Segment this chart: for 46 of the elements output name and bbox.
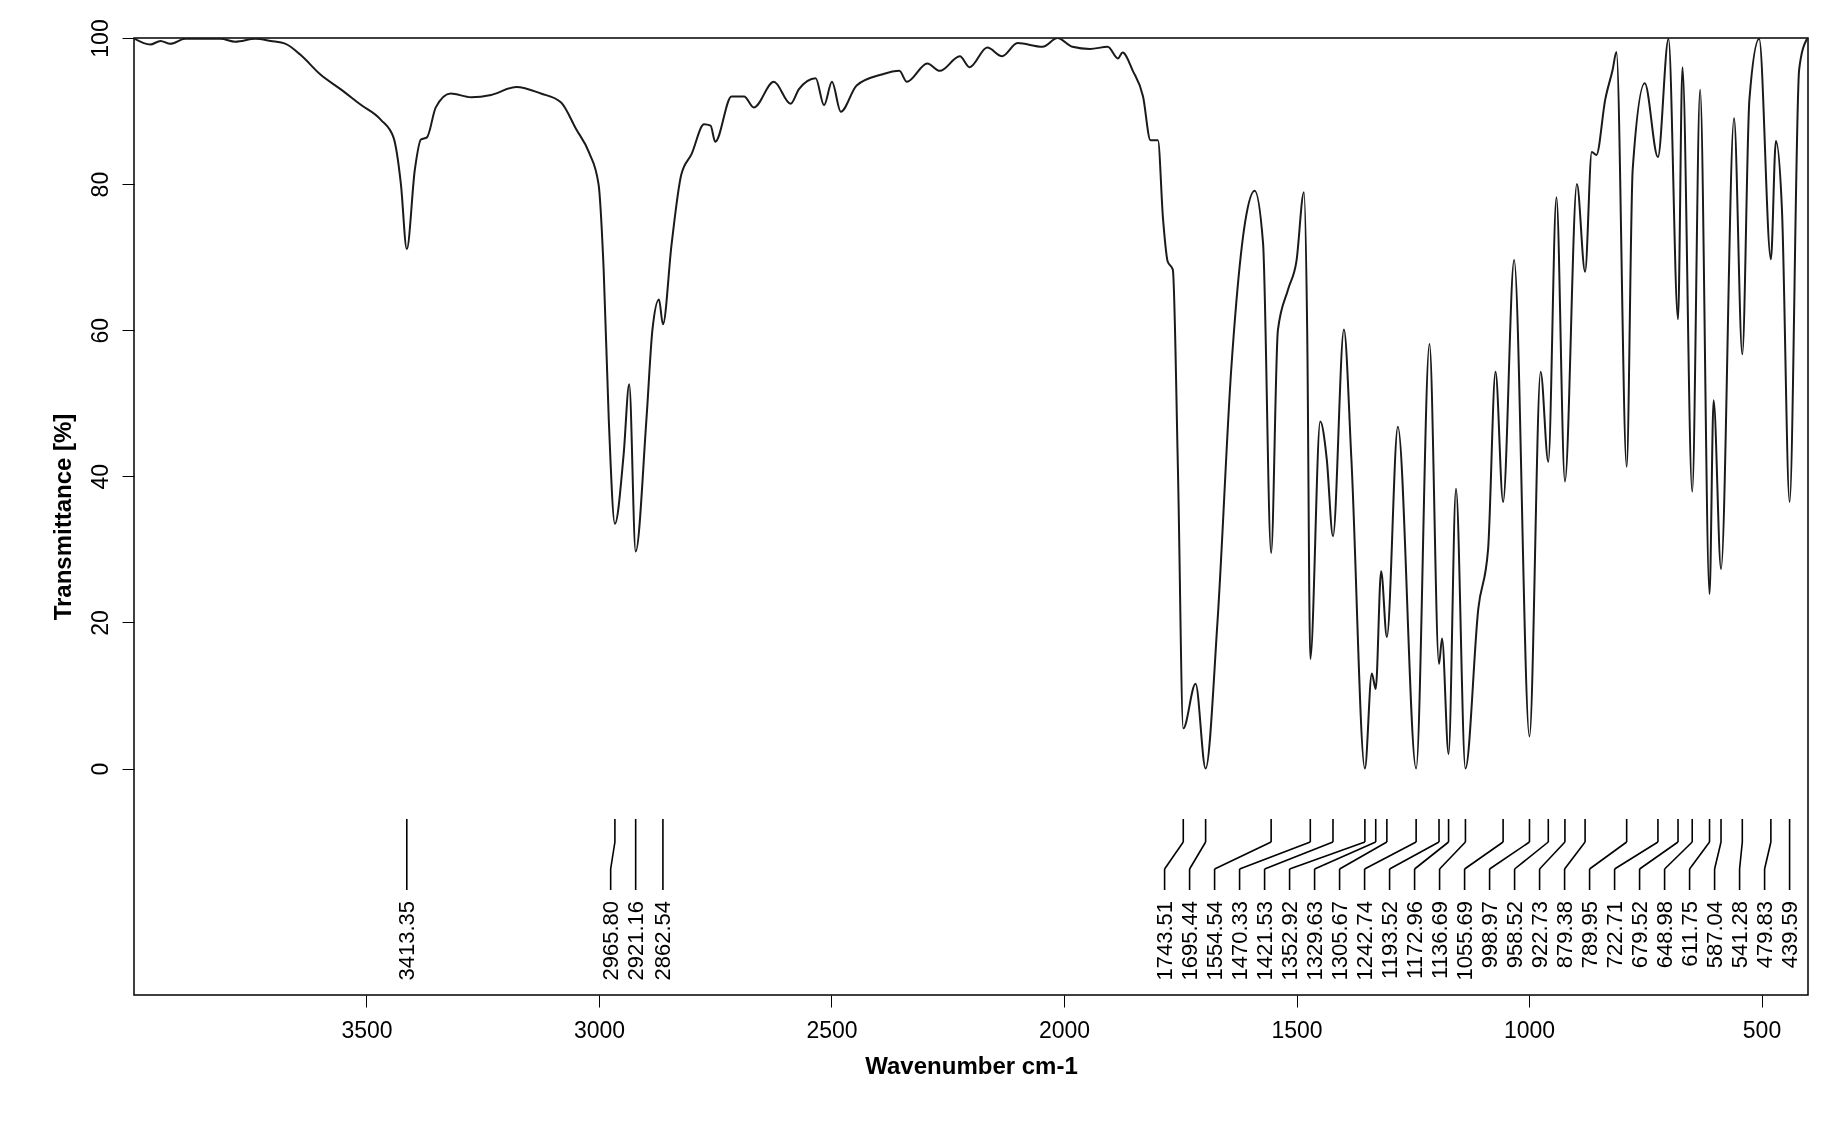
annotation: 611.75 [1676,901,1702,967]
annotation: 479.83 [1751,901,1777,969]
annotation: 2965.80 [597,901,623,981]
x-tick-label: 3500 [341,1016,393,1043]
y-tick-label: 0 [86,762,113,776]
x-tick-label: 3000 [573,1016,626,1043]
x-tick-label: 500 [1742,1016,1782,1043]
annotation: 679.52 [1626,901,1652,969]
annotation: 1421.53 [1251,901,1277,981]
annotation: 1695.44 [1176,901,1202,981]
annotation: 879.38 [1551,901,1577,969]
annotation: 2862.54 [649,901,675,981]
annotation: 439.59 [1776,901,1802,969]
annotation: 998.97 [1476,901,1502,969]
y-tick-label: 80 [86,171,113,198]
annotation: 1172.96 [1401,901,1427,979]
annotation: 2921.16 [622,901,648,981]
annotation: 3413.35 [393,901,419,981]
annotation: 958.52 [1501,901,1527,969]
y-tick-label: 40 [86,464,113,490]
x-tick-label: 1000 [1503,1016,1556,1043]
annotation: 1743.51 [1151,901,1177,981]
annotation: 922.73 [1526,901,1552,969]
annotation: 587.04 [1701,901,1727,969]
annotation: 1305.67 [1326,901,1352,981]
y-tick-label: 100 [86,19,113,58]
annotation: 1136.69 [1426,901,1452,979]
line-series [134,38,1808,770]
annotation: 1352.92 [1276,901,1302,981]
annotation: 1193.52 [1376,901,1402,979]
annotation: 648.98 [1651,901,1677,969]
x-axis-title: Wavenumber cm-1 [865,1051,1078,1079]
x-tick-label: 2500 [806,1016,858,1043]
annotation: 1470.33 [1226,901,1252,981]
annotation: 1554.54 [1201,901,1227,981]
y-tick-label: 20 [86,610,113,636]
y-tick-label: 60 [86,317,113,344]
annotation: 541.28 [1726,901,1752,969]
annotation: 789.95 [1576,901,1602,969]
annotation: 722.71 [1601,901,1627,969]
x-tick-label: 2000 [1038,1016,1091,1043]
x-tick-label: 1500 [1271,1016,1323,1043]
annotation: 1242.74 [1351,901,1377,981]
annotation: 1329.63 [1301,901,1327,981]
y-axis-title: Transmittance [%] [48,413,76,621]
annotation: 1055.69 [1451,901,1477,981]
